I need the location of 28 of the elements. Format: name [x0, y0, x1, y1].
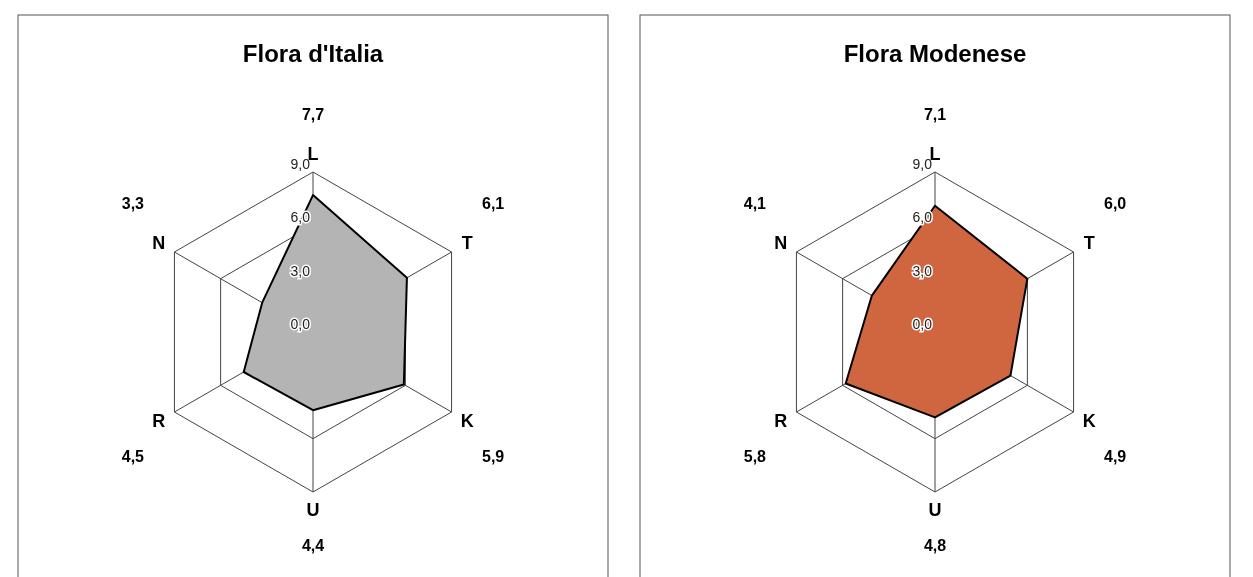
text: 5,8 — [743, 447, 767, 465]
text: 5,9 — [482, 447, 505, 465]
spoke-label: N — [152, 233, 166, 253]
spoke-label: K — [460, 411, 474, 431]
y-tick-label: 3,0 — [912, 262, 933, 279]
text: 6,0 — [1104, 194, 1127, 212]
spoke-label: U — [306, 500, 320, 520]
spoke-label: T — [1083, 233, 1095, 253]
spoke-label: N — [774, 233, 788, 253]
spoke-label: U — [928, 500, 942, 520]
spoke-label: T — [461, 233, 473, 253]
text: 4,5 — [121, 447, 145, 465]
text: 4,8 — [923, 536, 947, 554]
chart-title: Flora d'Italia — [242, 40, 384, 67]
text: 7,7 — [301, 105, 325, 123]
y-tick-label: 0,0 — [912, 316, 933, 332]
text: 4,9 — [1104, 447, 1127, 465]
spoke-label: R — [774, 411, 788, 431]
spoke-label: R — [152, 411, 166, 431]
text: 4,4 — [301, 536, 325, 554]
y-tick-label: 3,0 — [290, 262, 311, 279]
chart-title: Flora Modenese — [843, 40, 1027, 67]
y-tick-label: 0,0 — [290, 316, 311, 332]
text: 7,1 — [923, 105, 947, 123]
text: 6,1 — [482, 194, 505, 212]
text: 3,3 — [121, 194, 145, 212]
text: 4,1 — [743, 194, 767, 212]
spoke-label: K — [1082, 411, 1096, 431]
